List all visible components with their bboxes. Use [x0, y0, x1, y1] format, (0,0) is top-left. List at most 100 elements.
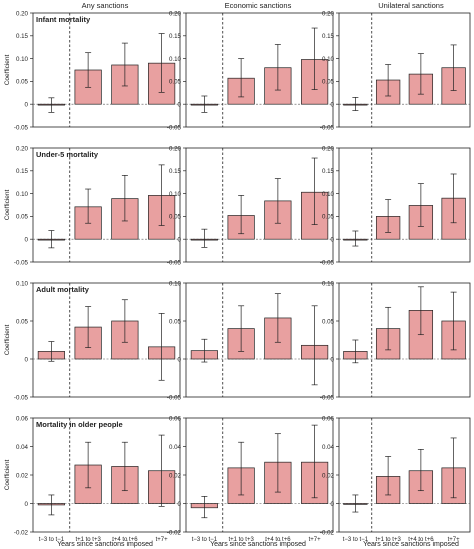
y-tick-label: 0.10	[16, 191, 29, 198]
y-axis-label: Coefficient	[4, 325, 11, 356]
y-tick-label: 0.05	[322, 214, 335, 221]
y-tick-label: 0.20	[169, 10, 182, 17]
y-tick-label: 0.04	[322, 444, 335, 451]
panel-title: Adult mortality	[36, 285, 90, 294]
panel-frame	[185, 12, 334, 128]
y-tick-label: 0.04	[16, 444, 29, 451]
y-tick-label: 0.06	[16, 415, 29, 422]
y-tick-label: 0	[331, 501, 335, 508]
panel-mortality-in-older-people-any-sanctions: Mortality in older people -0.02 0 0.02 0.04 0…	[4, 415, 181, 543]
y-tick-label: 0.10	[169, 280, 182, 287]
panel-under-5-mortality-unilateral-sanctions: -0.05 0 0.05 0.10 0.15 0.20	[320, 145, 471, 266]
panel-infant-mortality-unilateral-sanctions: -0.05 0 0.05 0.10 0.15 0.20	[320, 10, 471, 131]
y-tick-label: 0.06	[322, 415, 335, 422]
panel-under-5-mortality-economic-sanctions: -0.05 0 0.05 0.10 0.15 0.20	[167, 145, 334, 266]
y-tick-label: 0.10	[169, 56, 182, 63]
y-tick-label: 0.15	[322, 168, 335, 175]
y-tick-label: -0.05	[14, 124, 29, 131]
x-axis-label-economic: Years since sanctions imposed	[210, 541, 306, 548]
y-tick-label: 0.02	[169, 472, 182, 479]
panel-infant-mortality-any-sanctions: Infant mortality -0.05 0 0.05 0.10 0.15 0.20 Co…	[4, 10, 181, 131]
y-tick-label: 0.10	[322, 191, 335, 198]
column-title-any: Any sanctions	[82, 1, 129, 10]
x-tick-label: t+1 to t+3	[75, 537, 101, 543]
panel-frame	[185, 147, 334, 263]
y-tick-label: 0	[178, 356, 182, 363]
y-tick-label: -0.05	[320, 394, 335, 401]
y-tick-label: 0.15	[16, 33, 29, 40]
x-tick-label: t+7+	[309, 537, 322, 543]
y-tick-label: -0.05	[320, 124, 335, 131]
x-tick-label: t+4 to t+6	[408, 537, 434, 543]
y-tick-label: -0.05	[14, 394, 29, 401]
y-tick-label: 0.05	[322, 79, 335, 86]
y-tick-label: -0.05	[167, 259, 182, 266]
y-tick-label: 0.10	[322, 280, 335, 287]
x-tick-label: t+1 to t+3	[375, 537, 401, 543]
y-tick-label: 0.15	[16, 168, 29, 175]
x-tick-label: t+1 to t+3	[228, 537, 254, 543]
y-tick-label: 0.20	[16, 10, 29, 17]
y-tick-label: 0.02	[322, 472, 335, 479]
column-titles: Any sanctions Economic sanctions Unilate…	[82, 1, 444, 10]
y-tick-label: 0.10	[16, 56, 29, 63]
y-tick-label: 0.05	[169, 318, 182, 325]
y-tick-label: -0.02	[167, 529, 182, 536]
y-tick-label: 0.06	[169, 415, 182, 422]
x-tick-label: t+4 to t+6	[265, 537, 291, 543]
panel-title: Mortality in older people	[36, 420, 123, 429]
y-tick-label: 0	[25, 237, 29, 244]
y-tick-label: 0	[331, 102, 335, 109]
y-tick-label: 0.20	[169, 145, 182, 152]
y-tick-label: 0.20	[322, 10, 335, 17]
panel-frame	[32, 282, 181, 398]
y-tick-label: 0	[25, 102, 29, 109]
panel-infant-mortality-economic-sanctions: -0.05 0 0.05 0.10 0.15 0.20	[167, 10, 334, 131]
y-axis-label: Coefficient	[4, 190, 11, 221]
y-tick-label: 0.05	[16, 318, 29, 325]
y-tick-label: 0.10	[322, 56, 335, 63]
y-axis-label: Coefficient	[4, 55, 11, 86]
x-tick-label: t+4 to t+6	[112, 537, 138, 543]
y-tick-label: -0.05	[167, 124, 182, 131]
y-tick-label: 0.04	[169, 444, 182, 451]
y-tick-label: 0	[25, 356, 29, 363]
panel-title: Under-5 mortality	[36, 150, 99, 159]
x-tick-label: t+7+	[156, 537, 169, 543]
panel-title: Infant mortality	[36, 15, 91, 24]
y-tick-label: -0.05	[14, 259, 29, 266]
x-axis-label-unilateral: Years since sanctions imposed	[363, 541, 459, 548]
y-tick-label: -0.05	[320, 259, 335, 266]
y-tick-label: 0	[178, 501, 182, 508]
y-tick-label: 0.10	[169, 191, 182, 198]
y-tick-label: 0.05	[169, 79, 182, 86]
y-tick-label: 0	[331, 237, 335, 244]
panel-frame	[338, 282, 471, 398]
x-tick-label: t−3 to t−1	[39, 537, 65, 543]
y-tick-label: -0.02	[320, 529, 335, 536]
y-tick-label: 0	[331, 356, 335, 363]
x-tick-label: t−3 to t−1	[343, 537, 369, 543]
y-tick-label: 0.05	[16, 214, 29, 221]
y-tick-label: 0.20	[16, 145, 29, 152]
panel-mortality-in-older-people-unilateral-sanctions: -0.02 0 0.02 0.04 0.06 t−3 to t−1 t+1 to t+3 t+…	[320, 415, 471, 543]
panel-adult-mortality-unilateral-sanctions: -0.05 0 0.05 0.10	[320, 280, 471, 401]
column-title-economic: Economic sanctions	[225, 1, 292, 10]
x-axis-labels: Years since sanctions imposed Years sinc…	[57, 541, 459, 548]
y-tick-label: 0	[25, 501, 29, 508]
panel-under-5-mortality-any-sanctions: Under-5 mortality -0.05 0 0.05 0.10 0.15 0.20 C…	[4, 145, 181, 266]
panel-frame	[338, 12, 471, 128]
x-tick-label: t+7+	[448, 537, 461, 543]
y-tick-label: 0.05	[322, 318, 335, 325]
panel-frame	[32, 147, 181, 263]
y-tick-label: 0.02	[16, 472, 29, 479]
panel-adult-mortality-economic-sanctions: -0.05 0 0.05 0.10	[167, 280, 334, 401]
panel-grid: Infant mortality -0.05 0 0.05 0.10 0.15 0.20 Co…	[4, 10, 471, 543]
y-axis-label: Coefficient	[4, 460, 11, 491]
panel-frame	[32, 12, 181, 128]
y-tick-label: 0.15	[169, 33, 182, 40]
y-tick-label: 0.15	[169, 168, 182, 175]
y-tick-label: 0.05	[16, 79, 29, 86]
y-tick-label: -0.05	[167, 394, 182, 401]
